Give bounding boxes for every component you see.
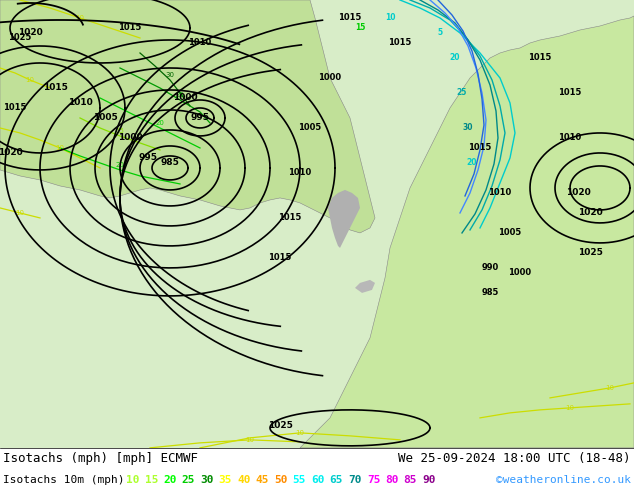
Text: 10: 10 bbox=[566, 405, 574, 411]
Text: 1005: 1005 bbox=[299, 123, 321, 132]
Text: 5: 5 bbox=[437, 28, 443, 38]
Text: 10: 10 bbox=[126, 475, 139, 485]
Text: 10: 10 bbox=[75, 15, 84, 21]
Text: 1025: 1025 bbox=[268, 421, 292, 430]
Text: 80: 80 bbox=[385, 475, 399, 485]
Text: 90: 90 bbox=[422, 475, 436, 485]
Text: 40: 40 bbox=[237, 475, 251, 485]
Text: 1015: 1015 bbox=[278, 214, 302, 222]
Text: 1020: 1020 bbox=[566, 189, 590, 197]
Text: 55: 55 bbox=[293, 475, 306, 485]
Text: 10: 10 bbox=[605, 385, 614, 391]
Text: 995: 995 bbox=[190, 114, 209, 122]
Text: 1010: 1010 bbox=[559, 133, 581, 143]
Text: 1010: 1010 bbox=[188, 39, 212, 48]
Text: 65: 65 bbox=[330, 475, 343, 485]
Text: 1015: 1015 bbox=[559, 89, 581, 98]
Text: 20: 20 bbox=[467, 158, 477, 168]
Text: 1020: 1020 bbox=[578, 208, 602, 218]
Text: 985: 985 bbox=[481, 289, 499, 297]
Polygon shape bbox=[328, 190, 360, 248]
Text: Isotachs (mph) [mph] ECMWF: Isotachs (mph) [mph] ECMWF bbox=[3, 452, 198, 466]
Text: 1025: 1025 bbox=[8, 33, 32, 43]
Text: 20: 20 bbox=[450, 53, 460, 63]
Text: 10: 10 bbox=[15, 210, 25, 216]
Text: 25: 25 bbox=[176, 92, 184, 98]
Polygon shape bbox=[355, 280, 375, 293]
Text: 20: 20 bbox=[155, 120, 164, 126]
Text: 25: 25 bbox=[457, 89, 467, 98]
Text: 35: 35 bbox=[219, 475, 232, 485]
Text: 1010: 1010 bbox=[288, 169, 312, 177]
Text: 990: 990 bbox=[481, 264, 498, 272]
Text: 20: 20 bbox=[163, 475, 177, 485]
Text: 1015: 1015 bbox=[119, 24, 141, 32]
Polygon shape bbox=[300, 16, 634, 448]
Text: 15: 15 bbox=[355, 24, 365, 32]
Text: 10: 10 bbox=[25, 77, 34, 83]
Text: 30: 30 bbox=[200, 475, 214, 485]
Text: 1015: 1015 bbox=[528, 53, 552, 63]
Text: 1005: 1005 bbox=[93, 114, 117, 122]
Text: 1015: 1015 bbox=[42, 83, 67, 93]
Text: 10: 10 bbox=[295, 430, 304, 436]
Text: 985: 985 bbox=[160, 158, 179, 168]
Text: 30: 30 bbox=[463, 123, 473, 132]
Text: 995: 995 bbox=[138, 153, 157, 163]
Text: 15: 15 bbox=[115, 128, 124, 134]
Text: 85: 85 bbox=[404, 475, 417, 485]
Text: 1010: 1010 bbox=[488, 189, 512, 197]
Text: 1005: 1005 bbox=[498, 228, 522, 238]
Text: Isotachs 10m (mph): Isotachs 10m (mph) bbox=[3, 475, 124, 485]
Text: 1020: 1020 bbox=[18, 28, 42, 38]
Text: 20: 20 bbox=[115, 162, 124, 168]
Text: 1020: 1020 bbox=[0, 148, 22, 157]
Text: 60: 60 bbox=[311, 475, 325, 485]
Text: 1010: 1010 bbox=[68, 98, 93, 107]
Text: 15: 15 bbox=[145, 475, 158, 485]
Text: 10: 10 bbox=[385, 14, 395, 23]
Text: 1015: 1015 bbox=[339, 14, 361, 23]
Text: 45: 45 bbox=[256, 475, 269, 485]
Text: 1025: 1025 bbox=[578, 248, 602, 257]
Text: 75: 75 bbox=[366, 475, 380, 485]
Text: 1015: 1015 bbox=[388, 39, 411, 48]
Text: 1015: 1015 bbox=[268, 253, 292, 263]
Text: 1000: 1000 bbox=[508, 269, 531, 277]
Text: 1000: 1000 bbox=[118, 133, 142, 143]
Polygon shape bbox=[0, 0, 375, 233]
Text: 10: 10 bbox=[245, 437, 254, 443]
Text: 1015: 1015 bbox=[3, 103, 27, 113]
Text: ©weatheronline.co.uk: ©weatheronline.co.uk bbox=[496, 475, 631, 485]
Text: 1015: 1015 bbox=[469, 144, 492, 152]
Text: 70: 70 bbox=[348, 475, 362, 485]
Text: We 25-09-2024 18:00 UTC (18-48): We 25-09-2024 18:00 UTC (18-48) bbox=[399, 452, 631, 466]
Text: 30: 30 bbox=[165, 72, 174, 78]
Text: 1000: 1000 bbox=[172, 94, 197, 102]
Text: 1000: 1000 bbox=[318, 74, 342, 82]
Text: 25: 25 bbox=[182, 475, 195, 485]
Text: 50: 50 bbox=[275, 475, 288, 485]
Text: 10: 10 bbox=[56, 145, 65, 151]
